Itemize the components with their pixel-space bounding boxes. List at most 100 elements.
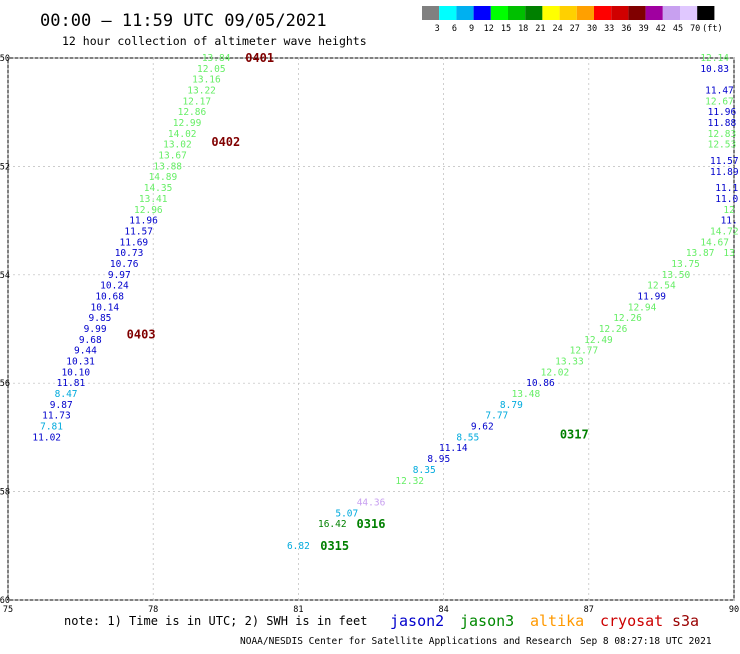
wave-height-label: 8.95 xyxy=(427,454,450,465)
wave-height-label: 10.10 xyxy=(61,367,90,378)
wave-height-label: 8.47 xyxy=(55,389,78,400)
mission-legend-item: cryosat xyxy=(600,612,663,630)
color-scale-swatch xyxy=(439,6,457,20)
pass-time-label: 0401 xyxy=(245,51,274,65)
color-scale-swatch xyxy=(594,6,612,20)
wave-height-label: 8.35 xyxy=(413,465,436,476)
wave-height-label: 14.35 xyxy=(144,183,173,194)
color-scale-label: 42 xyxy=(656,24,666,34)
wave-height-label: 13.50 xyxy=(662,270,691,281)
wave-height-label: 11.57 xyxy=(124,226,153,237)
wave-height-label: 13.84 xyxy=(202,53,231,64)
color-scale-swatch xyxy=(422,6,440,20)
color-scale-swatch xyxy=(662,6,680,20)
wave-height-label: 13.48 xyxy=(512,389,541,400)
wave-height-label: 11.73 xyxy=(42,411,71,422)
wave-height-label: 13.16 xyxy=(192,75,221,86)
y-tick-label: -54 xyxy=(0,271,10,281)
color-scale-label: 9 xyxy=(469,24,474,34)
x-tick-label: 75 xyxy=(3,605,13,615)
color-scale-swatch xyxy=(456,6,474,20)
wave-height-label: 44.36 xyxy=(357,497,386,508)
wave-height-label: 11.96 xyxy=(708,107,737,118)
x-tick-label: 81 xyxy=(293,605,303,615)
color-scale-swatch xyxy=(508,6,526,20)
y-tick-label: -58 xyxy=(0,488,10,498)
wave-height-label: 12.26 xyxy=(613,313,642,324)
wave-height-label: 8.79 xyxy=(500,400,523,411)
x-axis-ticks: 75 78 81 84 87 90 xyxy=(3,605,739,615)
wave-height-label: 9.97 xyxy=(108,270,131,281)
wave-height-label: 13.22 xyxy=(187,86,216,97)
color-scale-swatch xyxy=(542,6,560,20)
wave-height-label: 9.99 xyxy=(84,324,107,335)
wave-height-label: 7.77 xyxy=(485,411,508,422)
color-scale-swatch xyxy=(525,6,543,20)
wave-height-label: 11.02 xyxy=(32,432,61,443)
y-tick-label: -50 xyxy=(0,54,10,64)
wave-height-label: 13.33 xyxy=(555,357,584,368)
wave-height-points: 13.8412.0513.1613.2212.1712.8612.9914.02… xyxy=(32,53,738,552)
wave-height-label: 9.85 xyxy=(89,313,112,324)
wave-height-label: 12.86 xyxy=(178,107,207,118)
wave-height-label: 10.24 xyxy=(100,281,129,292)
color-scale-label: 36 xyxy=(621,24,631,34)
wave-height-label: 13.02 xyxy=(163,140,192,151)
x-tick-label: 78 xyxy=(148,605,158,615)
color-scale-label: (ft) xyxy=(702,24,722,34)
wave-height-label: 7.81 xyxy=(40,422,63,433)
wave-height-label: 14.67 xyxy=(700,237,729,248)
pass-time-label: 0402 xyxy=(211,135,240,149)
wave-height-label: 11.89 xyxy=(710,167,739,178)
wave-height-label: 9.44 xyxy=(74,346,97,357)
x-tick-label: 87 xyxy=(584,605,594,615)
wave-height-label: 11.1 xyxy=(715,183,738,194)
color-scale-legend: 3 6 9 12 15 18 21 24 27 30 33 36 39 42 45 70 (ft) xyxy=(422,6,723,34)
footer-timestamp: Sep 8 08:27:18 UTC 2021 xyxy=(580,636,712,647)
wave-height-label: 11.81 xyxy=(57,378,86,389)
wave-height-label: 9.68 xyxy=(79,335,102,346)
wave-height-label: 11.69 xyxy=(120,237,149,248)
wave-height-label: 11.96 xyxy=(129,216,158,227)
mission-legend-item: altika xyxy=(530,612,584,630)
wave-height-label: 12.99 xyxy=(173,118,202,129)
color-scale-swatch xyxy=(697,6,715,20)
wave-height-label: 6.82 xyxy=(287,541,310,552)
footer-credit: NOAA/NESDIS Center for Satellite Applica… xyxy=(240,636,572,647)
pass-time-label: 0403 xyxy=(127,327,156,341)
wave-height-label: 12.32 xyxy=(395,476,424,487)
color-scale-swatch xyxy=(559,6,577,20)
y-tick-label: -56 xyxy=(0,379,10,389)
y-tick-label: -52 xyxy=(0,162,10,172)
wave-height-label: 12.53 xyxy=(708,140,737,151)
color-scale-label: 12 xyxy=(484,24,494,34)
wave-height-label: 13 xyxy=(723,248,734,259)
wave-height-label: 11.57 xyxy=(710,156,739,167)
mission-legend: jason2 jason3 altika cryosat s3a xyxy=(390,612,699,630)
wave-height-label: 12.83 xyxy=(708,129,737,140)
wave-height-label: 12.05 xyxy=(197,64,226,75)
y-axis-ticks: -50 -52 -54 -56 -58 -60 xyxy=(0,54,10,606)
wave-height-label: 13.67 xyxy=(158,151,187,162)
grid-lines xyxy=(7,57,735,601)
wave-height-label: 12.02 xyxy=(541,367,570,378)
wave-height-label: 12.77 xyxy=(570,346,599,357)
wave-height-label: 11.14 xyxy=(439,443,468,454)
color-scale-label: 15 xyxy=(501,24,511,34)
color-scale-label: 18 xyxy=(518,24,528,34)
chart-title: 00:00 – 11:59 UTC 09/05/2021 xyxy=(40,11,327,31)
wave-height-label: 9.62 xyxy=(471,422,494,433)
color-scale-label: 70 xyxy=(690,24,700,34)
mission-legend-item: jason2 xyxy=(390,612,444,630)
y-tick-label: -60 xyxy=(0,596,10,606)
color-scale-label: 6 xyxy=(452,24,457,34)
wave-height-label: 10.73 xyxy=(115,248,144,259)
pass-time-label: 0317 xyxy=(560,428,589,442)
wave-height-label: 11.88 xyxy=(708,118,737,129)
wave-height-label: 12.49 xyxy=(584,335,613,346)
color-scale-label: 24 xyxy=(552,24,562,34)
wave-height-label: 12.54 xyxy=(647,281,676,292)
color-scale-swatch xyxy=(490,6,508,20)
pass-time-label: 0315 xyxy=(320,539,349,553)
